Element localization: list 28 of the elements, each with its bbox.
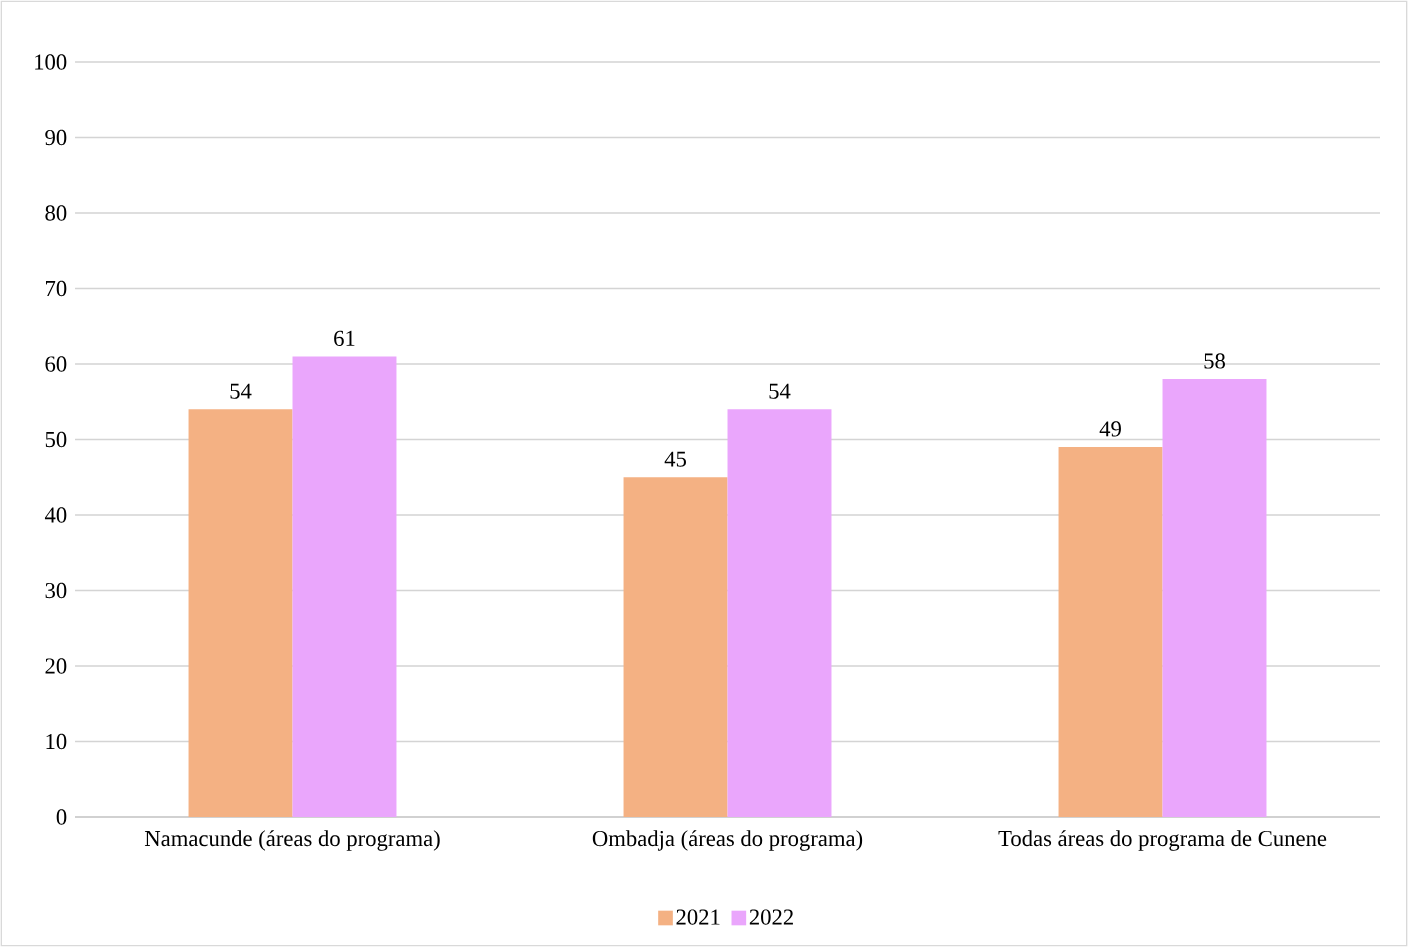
legend-label: 2022 (749, 909, 793, 925)
bar (727, 409, 832, 817)
y-tick-label: 100 (35, 54, 67, 70)
bar (1162, 379, 1267, 817)
data-label: 54 (230, 383, 252, 399)
x-tick-label: Namacunde (áreas do programa) (144, 830, 440, 851)
data-label: 54 (769, 383, 791, 399)
y-tick-label: 10 (46, 733, 67, 750)
y-tick-label: 0 (56, 809, 67, 825)
y-tick-label: 80 (45, 205, 67, 221)
x-tick-label: Ombadja (áreas do programa) (592, 830, 863, 851)
y-tick-label: 60 (45, 356, 67, 372)
data-label: 45 (664, 451, 686, 467)
bar (1058, 447, 1163, 817)
y-tick-label: 90 (45, 129, 67, 146)
data-label: 49 (1099, 421, 1121, 437)
bar (623, 477, 728, 817)
data-label: 61 (334, 330, 355, 346)
bar (292, 356, 397, 817)
y-tick-label: 50 (45, 431, 67, 448)
y-tick-label: 40 (44, 507, 67, 523)
y-tick-label: 70 (46, 280, 67, 297)
y-tick-label: 30 (45, 582, 67, 599)
y-tick-label: 20 (45, 658, 67, 674)
x-tick-label: Todas áreas do programa de Cunene (998, 830, 1327, 851)
legend-label: 2021 (676, 909, 720, 925)
data-label: 58 (1204, 353, 1225, 369)
bar (188, 409, 293, 817)
